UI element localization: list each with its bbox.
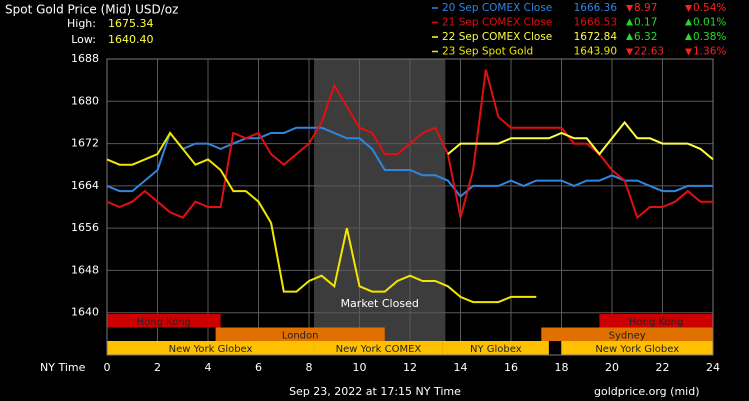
footer: Sep 23, 2022 at 17:15 NY Time <box>289 385 461 398</box>
y-tick-label: 1640 <box>71 306 99 319</box>
legend-last: 1666.53 <box>574 17 617 29</box>
y-tick-label: 1664 <box>71 179 99 192</box>
session-bar <box>107 314 221 328</box>
legend-label: 21 Sep COMEX Close <box>442 17 552 29</box>
session-label: Hong Kong <box>137 317 191 328</box>
legend-change: 6.32 <box>634 31 657 43</box>
low-value: 1640.40 <box>108 33 154 46</box>
session-bar <box>541 327 713 341</box>
legend-change-pct: 0.54% <box>693 2 726 14</box>
x-tick-label: 14 <box>454 361 468 374</box>
plot-frame <box>106 58 714 356</box>
y-tick-label: 1688 <box>71 52 99 65</box>
x-tick-label: 4 <box>205 361 212 374</box>
legend-change-pct: 0.01% <box>693 17 726 29</box>
session-label: London <box>282 330 319 341</box>
legend-change: 22.63 <box>634 46 664 58</box>
source: goldprice.org (mid) <box>594 385 700 398</box>
x-tick-label: 18 <box>555 361 569 374</box>
x-tick-label: 20 <box>605 361 619 374</box>
chart-title: Spot Gold Price (Mid) USD/oz <box>5 3 178 17</box>
x-tick-label: 0 <box>104 361 111 374</box>
session-bar <box>442 341 549 355</box>
legend-change-pct: 1.36% <box>693 46 726 58</box>
session-label: NY Globex <box>470 344 522 355</box>
arrow-down <box>685 5 692 12</box>
session-label: Sydney <box>609 330 646 341</box>
legend-label: 23 Sep Spot Gold <box>442 46 533 58</box>
arrow-up <box>685 18 692 26</box>
high-value: 1675.34 <box>108 17 154 30</box>
arrow-up <box>626 33 633 40</box>
arrow-up <box>626 18 633 26</box>
y-tick-label: 1648 <box>71 263 99 276</box>
session-label: New York Globex <box>595 344 679 355</box>
market-closed-label: Market Closed <box>341 297 419 310</box>
legend-label: 22 Sep COMEX Close <box>442 31 552 43</box>
arrow-up <box>685 33 692 40</box>
series-line <box>447 120 714 161</box>
x-tick-label: 22 <box>656 361 670 374</box>
session-bar <box>215 327 385 341</box>
arrow-down <box>626 48 633 56</box>
arrow-down <box>685 48 692 56</box>
x-tick-label: 8 <box>306 361 313 374</box>
series-line <box>106 131 537 304</box>
series-line <box>106 69 713 220</box>
x-axis-label: NY Time <box>40 361 86 374</box>
legend-label: 20 Sep COMEX Close <box>442 2 552 14</box>
legend-last: 1666.36 <box>574 2 618 14</box>
session-label: New York COMEX <box>336 344 422 355</box>
session-bar <box>599 314 713 328</box>
session-label: Hong Kong <box>629 317 683 328</box>
x-tick-label: 24 <box>706 361 720 374</box>
arrow-down <box>626 5 633 12</box>
legend-last: 1672.84 <box>574 31 618 43</box>
session-bar <box>107 341 315 355</box>
y-tick-label: 1680 <box>71 94 99 107</box>
legend-change-pct: 0.38% <box>693 31 726 43</box>
x-tick-label: 12 <box>403 361 417 374</box>
session-bar <box>561 341 713 355</box>
series-line <box>106 126 713 198</box>
low-label: Low: <box>71 33 96 46</box>
x-tick-label: 10 <box>353 361 367 374</box>
session-label: New York Globex <box>169 344 253 355</box>
y-tick-label: 1672 <box>71 137 99 150</box>
y-tick-label: 1656 <box>71 221 99 234</box>
high-label: High: <box>67 17 96 30</box>
x-tick-label: 2 <box>154 361 161 374</box>
session-bar <box>314 341 443 355</box>
market-closed-region <box>314 59 446 355</box>
x-tick-label: 6 <box>255 361 262 374</box>
legend-change: 8.97 <box>634 2 657 14</box>
legend-change: 0.17 <box>634 17 657 29</box>
legend-last: 1643.90 <box>574 46 617 58</box>
x-tick-label: 16 <box>504 361 518 374</box>
